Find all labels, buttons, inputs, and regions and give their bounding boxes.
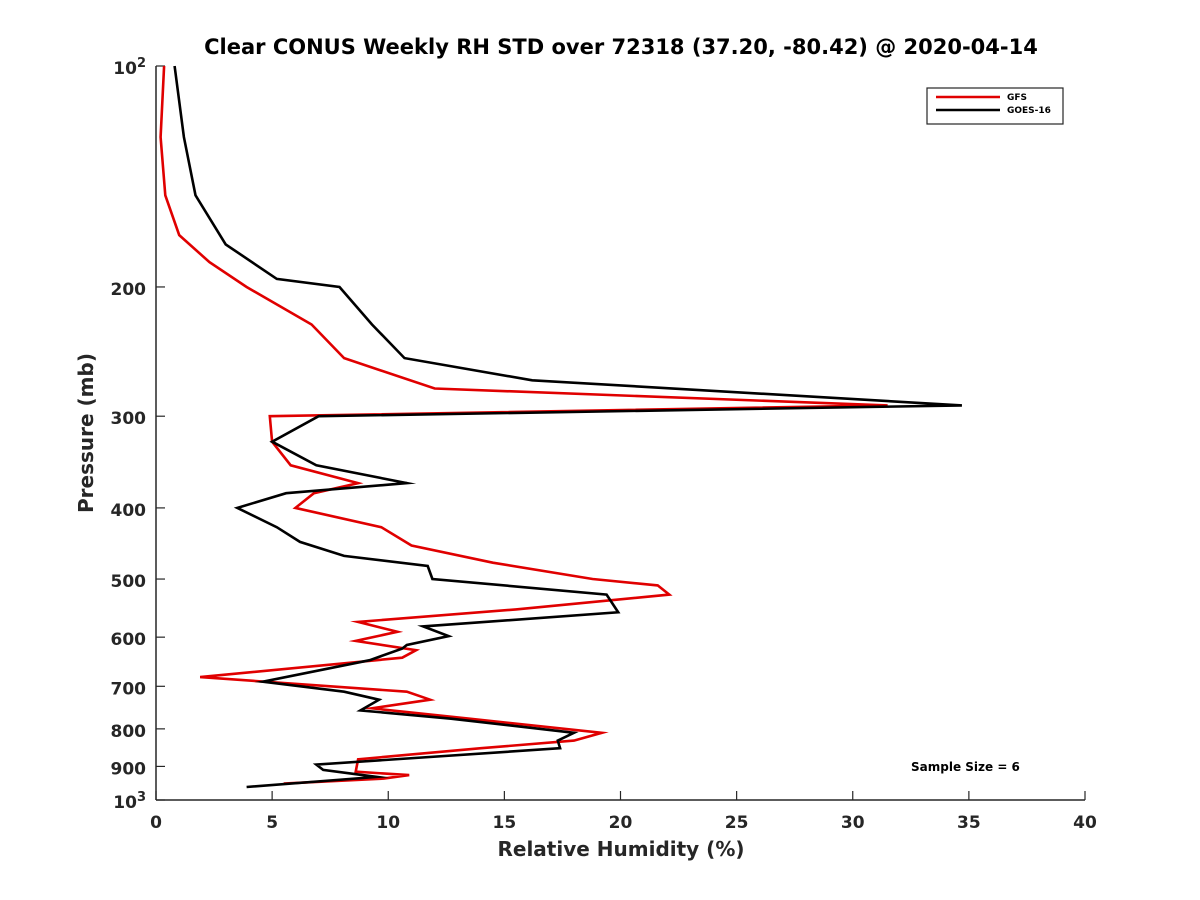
- y-tick-label: 900: [111, 759, 147, 779]
- y-tick-label: 500: [111, 572, 147, 592]
- legend: GFS GOES-16: [926, 87, 1064, 125]
- chart-title: Clear CONUS Weekly RH STD over 72318 (37…: [204, 35, 1038, 59]
- x-tick-label: 5: [266, 813, 278, 833]
- x-axis-label: Relative Humidity (%): [497, 837, 744, 861]
- y-axis-label: Pressure (mb): [74, 353, 98, 513]
- legend-label: GOES-16: [1007, 106, 1051, 116]
- x-tick-label: 25: [725, 813, 749, 833]
- x-tick-label: 0: [150, 813, 162, 833]
- plot-area: 0 5 10 15 20 25 30 35 40 102 200 300 400 500 600 700 800…: [111, 56, 1097, 833]
- series-line-gfs: [159, 65, 888, 785]
- x-tick-label: 35: [957, 813, 981, 833]
- x-tick-label: 20: [609, 813, 633, 833]
- x-tick-label: 30: [841, 813, 865, 833]
- y-tick-label: 103: [113, 790, 146, 813]
- x-tick-label: 40: [1073, 813, 1097, 833]
- y-tick-label: 102: [113, 56, 146, 79]
- y-tick-label: 700: [111, 679, 147, 699]
- y-tick-label: 200: [111, 280, 147, 300]
- y-tick-label: 300: [111, 409, 147, 429]
- x-tick-label: 15: [493, 813, 517, 833]
- legend-box: [926, 87, 1064, 125]
- series-line-goes-16: [173, 65, 962, 789]
- y-tick-label: 600: [111, 630, 147, 650]
- legend-label: GFS: [1007, 93, 1027, 103]
- x-tick-label: 10: [376, 813, 400, 833]
- y-tick-label: 400: [111, 501, 147, 521]
- sample-size-annotation: Sample Size = 6: [911, 760, 1020, 774]
- y-tick-label: 800: [111, 722, 147, 742]
